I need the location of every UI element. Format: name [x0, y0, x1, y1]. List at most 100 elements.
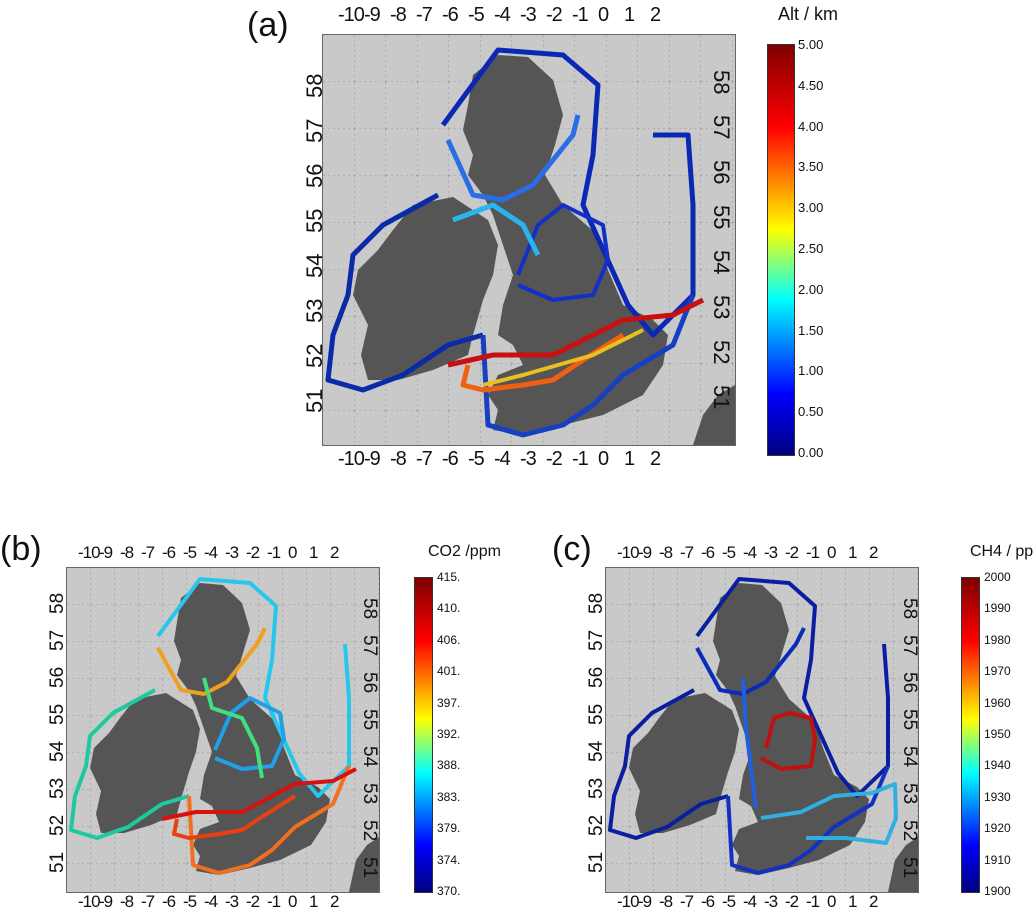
lon-tick-label: -6 — [162, 892, 176, 911]
lat-tick-label: 56 — [709, 160, 734, 185]
lon-tick-label: -6 — [701, 892, 715, 911]
lon-tick-label: -1 — [572, 448, 589, 470]
colorbar-tick-label: 1970 — [984, 664, 1011, 679]
colorbar — [767, 44, 795, 456]
lon-tick-label: 1 — [309, 892, 319, 911]
lon-tick-label: 0 — [598, 448, 609, 470]
lon-tick-label: 2 — [869, 892, 879, 911]
lon-tick-label: 1 — [624, 4, 635, 26]
colorbar-tick-label: 415. — [437, 570, 461, 584]
lon-tick-label: -6 — [442, 448, 459, 470]
colorbar-tick-label: 397. — [437, 695, 461, 710]
lon-tick-label: 2 — [650, 4, 661, 26]
lon-tick-label: -5 — [468, 448, 485, 470]
flight-track — [695, 577, 890, 798]
panel-ch4: (c) -10 -9 -8 -7 -6 -5 -4 -3 -2 -1 0 1 2 -10 -9 -8 -7 -6… — [516, 470, 1033, 911]
colorbar — [961, 577, 980, 893]
flight-track — [447, 297, 705, 368]
lon-tick-label: 2 — [869, 543, 879, 562]
lon-tick-label: -5 — [183, 892, 197, 911]
lon-tick-label: -2 — [246, 892, 260, 911]
colorbar-tick-label: 1910 — [984, 852, 1011, 867]
lon-tick-label: 1 — [624, 448, 635, 470]
lat-tick-label: 57 — [302, 118, 327, 143]
lat-tick-label: 53 — [709, 295, 734, 320]
colorbar-tick-label: 4.00 — [798, 118, 824, 134]
lat-tick-label: 53 — [586, 777, 607, 799]
lon-tick-label: -9 — [364, 4, 381, 26]
lon-tick-label: -8 — [659, 892, 673, 911]
lat-tick-label: 56 — [302, 163, 327, 188]
lat-tick-label: 52 — [302, 343, 327, 368]
lon-tick-label: -6 — [701, 543, 715, 562]
panel-label: (c) — [552, 530, 592, 568]
colorbar-title: CO2 /ppm — [428, 543, 501, 560]
lat-tick-label: 56 — [586, 666, 607, 688]
flight-track — [695, 627, 806, 696]
lon-tick-label: -6 — [442, 4, 459, 26]
panel-label: (a) — [247, 6, 289, 44]
lon-tick-label: -3 — [520, 448, 537, 470]
lon-tick-label: 0 — [288, 543, 298, 562]
lon-tick-label: 1 — [848, 892, 858, 911]
lon-tick-label: -5 — [468, 4, 485, 26]
lat-tick-label: 51 — [47, 851, 68, 873]
lon-tick-label: -2 — [546, 448, 563, 470]
lon-tick-label: -8 — [120, 543, 134, 562]
lat-tick-label: 54 — [709, 250, 734, 275]
colorbar-tick-label: 1950 — [984, 727, 1011, 741]
lat-tick-label: 52 — [586, 814, 607, 836]
lon-tick-label: -4 — [743, 892, 757, 911]
lon-tick-label: 2 — [650, 448, 661, 470]
panel-label: (b) — [0, 530, 42, 568]
colorbar-tick-label: 5.00 — [798, 37, 824, 52]
lon-tick-label: -7 — [416, 4, 433, 26]
lat-tick-label: 55 — [359, 709, 380, 731]
flight-track — [608, 688, 729, 840]
colorbar-tick-label: 1980 — [984, 632, 1011, 647]
flight-track — [760, 711, 817, 771]
lon-tick-label: 0 — [827, 892, 837, 911]
lon-tick-label: -4 — [494, 4, 511, 26]
colorbar-tick-label: 1960 — [984, 695, 1011, 710]
lon-tick-label: -7 — [141, 892, 155, 911]
lat-tick-label: 58 — [302, 73, 327, 98]
flight-track — [760, 782, 898, 845]
lat-tick-label: 58 — [899, 598, 920, 620]
colorbar-tick-label: 401. — [437, 664, 461, 679]
lon-tick-label: -9 — [364, 448, 381, 470]
flight-track — [156, 577, 351, 798]
colorbar-tick-label: 388. — [437, 758, 461, 773]
lon-tick-label: -7 — [141, 543, 155, 562]
lon-tick-label: 0 — [288, 892, 298, 911]
lat-tick-label: 58 — [586, 592, 607, 614]
lon-tick-label: -1 — [572, 4, 589, 26]
colorbar-tick-label: 1.00 — [798, 363, 824, 379]
flight-track — [325, 192, 484, 393]
lon-tick-label: -1 — [806, 543, 820, 562]
lon-tick-label: -2 — [785, 543, 799, 562]
colorbar-tick-label: 3.00 — [798, 200, 824, 216]
colorbar-tick-label: 406. — [437, 632, 461, 647]
lat-tick-label: 55 — [47, 703, 68, 725]
colorbar-tick-label: 370. — [437, 884, 461, 898]
lon-tick-label: 2 — [330, 543, 340, 562]
lat-tick-label: 57 — [709, 115, 734, 140]
lat-tick-label: 56 — [899, 672, 920, 694]
colorbar-tick-label: 1930 — [984, 789, 1011, 804]
lon-tick-label: -6 — [162, 543, 176, 562]
lon-tick-label: -1 — [267, 543, 281, 562]
lon-tick-label: -3 — [764, 892, 778, 911]
lon-tick-label: -2 — [546, 4, 563, 26]
flight-track — [452, 202, 541, 257]
colorbar-title: Alt / km — [778, 4, 839, 24]
colorbar-tick-label: 392. — [437, 727, 461, 741]
lat-tick-label: 53 — [302, 298, 327, 323]
lat-tick-label: 51 — [709, 385, 734, 410]
lon-tick-label: 1 — [848, 543, 858, 562]
lat-tick-label: 52 — [47, 814, 68, 836]
lon-tick-label: -9 — [99, 543, 113, 562]
lat-tick-label: 54 — [47, 740, 68, 762]
colorbar-tick-label: 4.50 — [798, 77, 824, 93]
lat-tick-label: 54 — [586, 740, 607, 762]
